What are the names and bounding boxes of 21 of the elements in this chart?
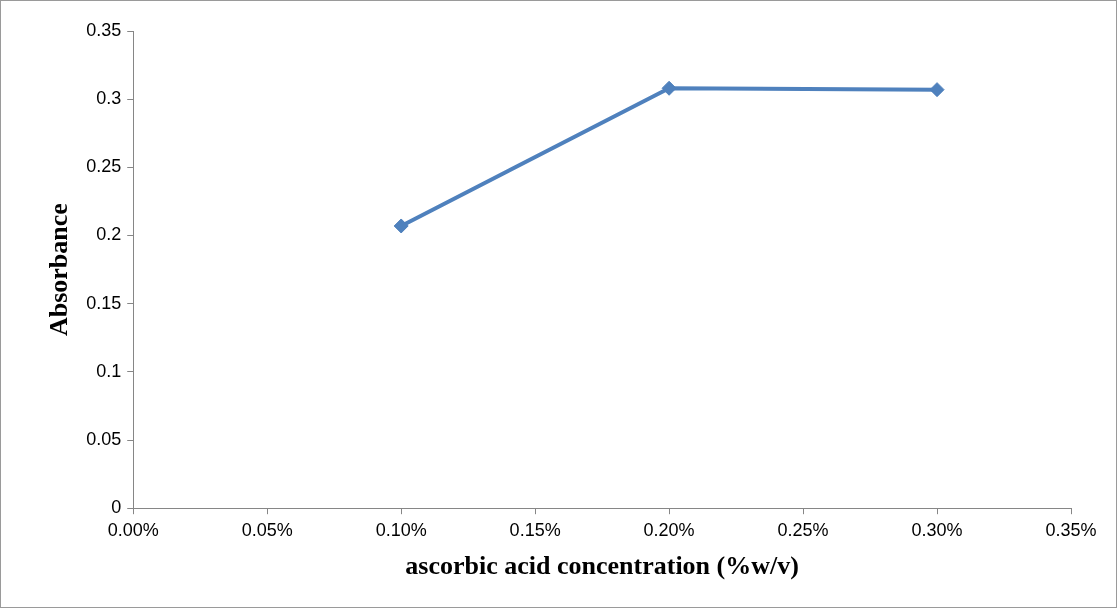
y-tick-label: 0.1 xyxy=(96,360,122,381)
point xyxy=(661,80,677,96)
y-tick-label: 0 xyxy=(111,497,122,518)
y-tick-label: 0.05 xyxy=(86,429,122,449)
y-tick-label: 0.2 xyxy=(96,224,122,245)
y-tick-label: 0.3 xyxy=(96,88,122,109)
point xyxy=(929,82,945,98)
x-tick-label: 0.25% xyxy=(777,519,829,540)
y-tick-label: 0.15 xyxy=(86,292,122,313)
y-axis-title: Absorbance xyxy=(44,203,74,337)
y-tick-label: 0.35 xyxy=(86,19,122,40)
x-axis-title: ascorbic acid concentration (%w/v) xyxy=(405,551,799,581)
x-tick-label: 0.00% xyxy=(107,519,159,540)
x-tick-label: 0.15% xyxy=(509,519,561,540)
x-tick-label: 0.10% xyxy=(375,519,427,540)
x-tick-label: 0.35% xyxy=(1045,519,1097,540)
x-tick-label: 0.20% xyxy=(643,519,695,540)
x-tick-label: 0.30% xyxy=(911,519,963,540)
x-tick-label: 0.05% xyxy=(241,519,293,540)
point xyxy=(393,218,409,234)
y-tick-label: 0.25 xyxy=(86,156,122,177)
